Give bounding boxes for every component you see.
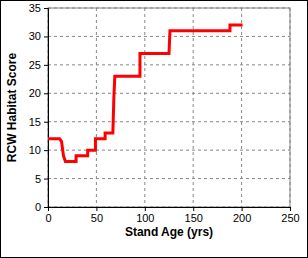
y-tick-mark [44,122,48,123]
x-axis-line [49,208,291,212]
y-tick: 20 [29,87,48,99]
x-axis-title: Stand Age (yrs) [125,225,213,239]
x-grid-line [241,8,242,207]
x-tick-label: 200 [233,212,251,224]
x-tick-mark [290,207,291,211]
outer-frame [1,1,308,258]
x-tick-label: 0 [45,212,51,224]
y-tick-mark [44,36,48,37]
y-tick-label: 0 [35,201,41,213]
y-grid-line [48,150,290,151]
y-tick-label: 25 [29,59,41,71]
y-tick-mark [44,207,48,208]
y-grid-line [48,64,290,65]
plot-area [48,25,243,161]
y-tick-label: 35 [29,2,41,14]
x-tick-mark [242,207,243,211]
grid [48,8,290,207]
y-tick: 5 [35,173,48,185]
y-tick-mark [44,65,48,66]
x-tick-label: 250 [281,212,299,224]
x-tick-label: 50 [91,212,103,224]
x-tick-label: 150 [185,212,203,224]
x-tick-mark [193,207,194,211]
y-tick-mark [44,179,48,180]
y-axis-line [44,9,49,208]
y-tick-label: 5 [35,173,41,185]
plot-frame [48,8,290,207]
x-tick: 150 [185,207,203,224]
y-tick: 30 [29,30,48,42]
y-tick-label: 10 [29,144,41,156]
y-tick-label: 20 [29,87,41,99]
x-tick-mark [145,207,146,211]
x-tick: 0 [45,207,51,224]
x-tick: 250 [281,207,299,224]
y-grid-line [48,178,290,179]
y-grid-line [48,121,290,122]
x-grid-line [193,8,194,207]
x-tick: 100 [136,207,154,224]
x-axis: 0 50 100 150 200 250 [45,207,299,224]
x-tick-mark [96,207,97,211]
y-tick: 10 [29,144,48,156]
x-tick: 50 [91,207,103,224]
y-tick-mark [44,150,48,151]
y-tick: 25 [29,59,48,71]
x-tick-label: 100 [136,212,154,224]
x-grid-line [144,8,145,207]
y-tick: 35 [29,2,48,14]
x-tick: 200 [233,207,251,224]
y-tick-label: 15 [29,116,41,128]
y-axis: 0 5 10 15 20 25 30 35 [29,2,49,213]
y-tick: 0 [35,201,48,213]
y-axis-title: RCW Habitat Score [5,53,19,163]
y-tick-mark [44,93,48,94]
chart: 0 50 100 150 200 250 0 5 10 15 20 25 30 35 Stand Age (… [0,0,308,258]
series-line [48,25,243,161]
y-tick-label: 30 [29,30,41,42]
y-grid-line [48,93,290,94]
x-grid-line [96,8,97,207]
y-tick: 15 [29,116,48,128]
y-tick-mark [44,8,48,9]
